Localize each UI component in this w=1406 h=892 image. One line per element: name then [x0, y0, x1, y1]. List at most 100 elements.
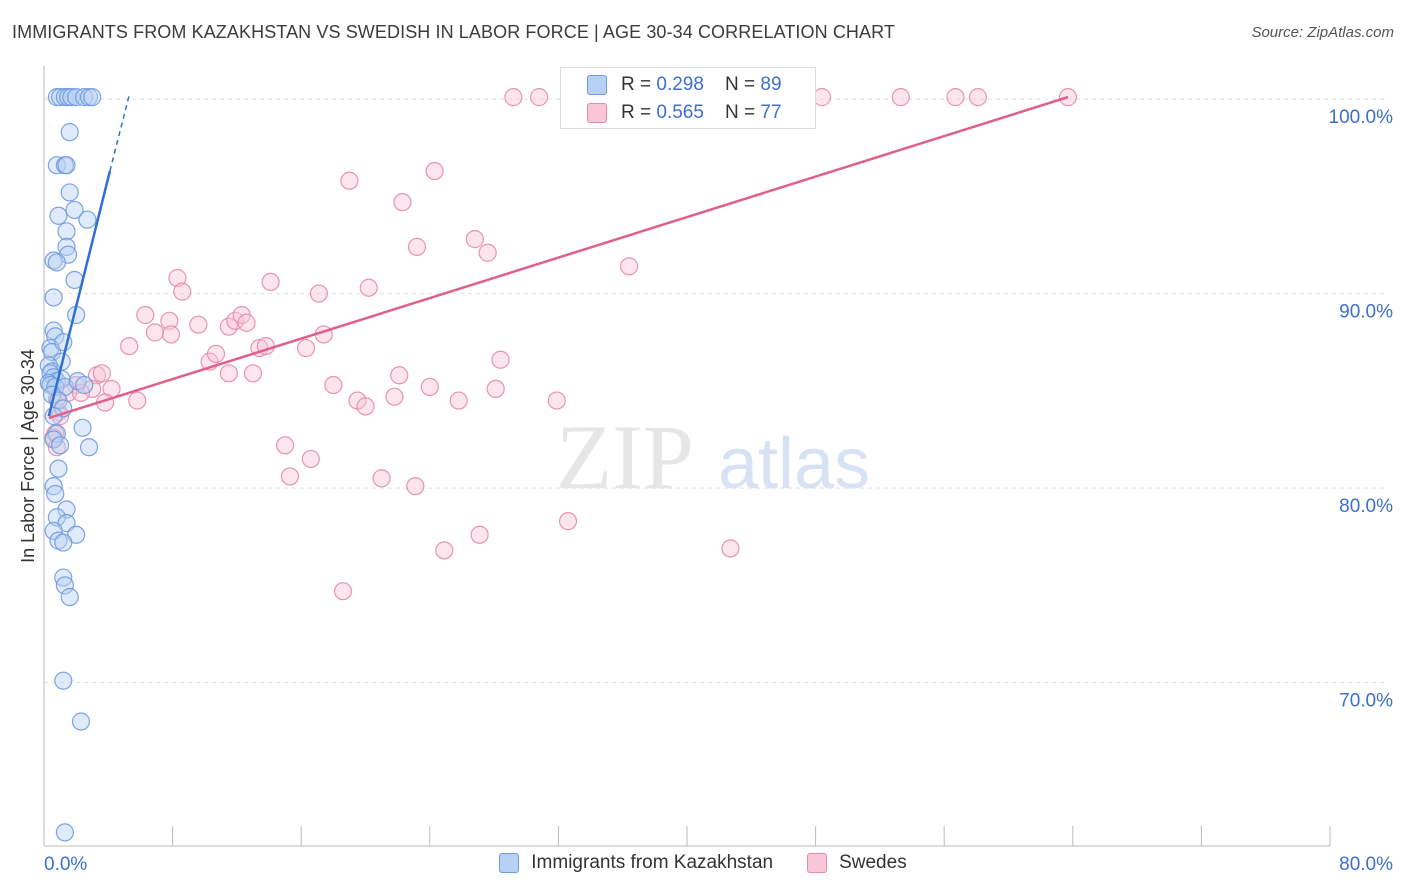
stats-legend: R = 0.298 N = 89 R = 0.565 N = 77	[560, 67, 816, 129]
legend-label-kazakhstan: Immigrants from Kazakhstan	[531, 852, 774, 873]
swedes-point-54	[128, 391, 147, 410]
swedes-point-1	[530, 88, 549, 107]
swedes-point-71	[406, 477, 425, 496]
swedes-point-67	[276, 436, 295, 455]
swedes-point-30	[237, 313, 256, 332]
swedes-point-18	[620, 257, 639, 276]
swedes-point-22	[168, 268, 187, 288]
kazakhstan-stats-text: R = 0.298 N = 89	[621, 74, 782, 96]
kazakhstan-point-15	[65, 200, 84, 220]
n-label: N =	[725, 74, 761, 95]
swedes-stats-text: R = 0.565 N = 77	[621, 102, 782, 124]
r-value-swedes: 0.565	[656, 102, 704, 123]
watermark: ZIP atlas	[556, 406, 870, 508]
swedes-trend-line	[48, 95, 1069, 420]
swedes-point-39	[206, 344, 226, 363]
kazakhstan-points	[39, 88, 102, 842]
swedes-point-14	[425, 161, 444, 181]
kazakhstan-point-67	[55, 823, 74, 842]
kazakhstan-point-20	[44, 251, 63, 270]
watermark-atlas: atlas	[718, 424, 870, 504]
swedes-point-47	[420, 377, 439, 397]
kazakhstan-trend-extension	[109, 94, 130, 172]
swedes-point-42	[243, 364, 263, 383]
kazakhstan-point-42	[75, 375, 94, 395]
kazakhstan-point-17	[57, 222, 76, 241]
gridlines	[44, 98, 1388, 684]
swedes-point-41	[219, 364, 238, 383]
legend-label-swedes: Swedes	[839, 852, 907, 873]
swedes-point-23	[173, 282, 192, 301]
swedes-points	[44, 88, 1078, 601]
kazakhstan-point-48	[47, 424, 66, 443]
swedes-point-70	[372, 469, 391, 488]
swedes-point-40	[491, 350, 510, 369]
kazakhstan-point-63	[55, 576, 74, 595]
swedes-point-24	[136, 305, 155, 325]
kazakhstan-swatch	[587, 75, 607, 95]
watermark-zip: ZIP	[556, 406, 694, 508]
bottom-legend: Immigrants from Kazakhstan Swedes	[0, 852, 1406, 874]
legend-item-kazakhstan: Immigrants from Kazakhstan	[499, 852, 773, 874]
kazakhstan-point-13	[60, 183, 79, 202]
kazakhstan-point-56	[47, 508, 66, 527]
swedes-point-56	[356, 397, 375, 416]
swedes-point-76	[333, 582, 353, 601]
chart-title: IMMIGRANTS FROM KAZAKHSTAN VS SWEDISH IN…	[12, 22, 896, 42]
swedes-point-58	[449, 391, 468, 410]
swedes-point-32	[161, 325, 181, 344]
legend-swatch-swedes	[807, 853, 828, 873]
swedes-point-43	[390, 366, 409, 385]
swedes-point-15	[407, 237, 427, 256]
kazakhstan-point-61	[54, 533, 73, 552]
swedes-point-25	[160, 311, 179, 330]
kazakhstan-point-4	[62, 88, 81, 107]
swedes-point-13	[393, 193, 412, 212]
r-label: R =	[621, 74, 657, 95]
swedes-point-26	[189, 315, 208, 334]
axes	[43, 66, 1331, 847]
kazakhstan-point-16	[78, 210, 97, 229]
swedes-point-7	[812, 88, 832, 107]
r-label: R =	[621, 102, 657, 123]
swedes-point-68	[301, 449, 320, 469]
swedes-point-0	[504, 88, 523, 107]
swedes-point-75	[721, 539, 740, 558]
swedes-point-37	[296, 338, 316, 358]
swedes-point-31	[145, 323, 165, 342]
swedes-point-19	[261, 272, 280, 292]
y-axis-label: In Labor Force | Age 30-34	[18, 349, 38, 563]
kazakhstan-point-21	[47, 253, 66, 272]
swedes-point-74	[435, 541, 454, 560]
kazakhstan-point-9	[60, 123, 79, 142]
swedes-point-46	[324, 375, 343, 395]
swedes-point-72	[558, 512, 578, 531]
axis-labels: 100.0% 90.0% 80.0% 70.0% 0.0% 80.0% In Labor F…	[18, 107, 1393, 875]
kazakhstan-point-47	[73, 418, 92, 437]
kazakhstan-point-8	[83, 88, 102, 107]
swedes-point-57	[385, 387, 404, 406]
swedes-point-12	[340, 171, 359, 190]
kazakhstan-point-14	[49, 206, 68, 225]
kazakhstan-point-65	[54, 671, 73, 690]
swedes-point-16	[465, 230, 484, 249]
n-label: N =	[725, 102, 761, 123]
trend-lines	[47, 94, 1069, 420]
swedes-point-48	[486, 379, 505, 398]
kazakhstan-point-58	[44, 521, 63, 540]
kazakhstan-point-23	[44, 288, 63, 307]
r-value-kazakhstan: 0.298	[656, 74, 704, 95]
x-tick-label-max: 80.0%	[1339, 854, 1393, 875]
n-value-swedes: 77	[760, 102, 782, 123]
y-tick-label-3: 70.0%	[1339, 691, 1393, 712]
swedes-point-17	[478, 243, 497, 262]
kazakhstan-point-50	[50, 436, 70, 455]
kazakhstan-point-54	[46, 484, 65, 504]
swedes-point-10	[968, 88, 988, 107]
kazakhstan-point-66	[71, 712, 91, 731]
kazakhstan-point-52	[49, 459, 68, 478]
swedes-point-59	[547, 391, 566, 410]
y-tick-label-2: 80.0%	[1339, 496, 1393, 517]
swedes-point-73	[470, 525, 489, 544]
